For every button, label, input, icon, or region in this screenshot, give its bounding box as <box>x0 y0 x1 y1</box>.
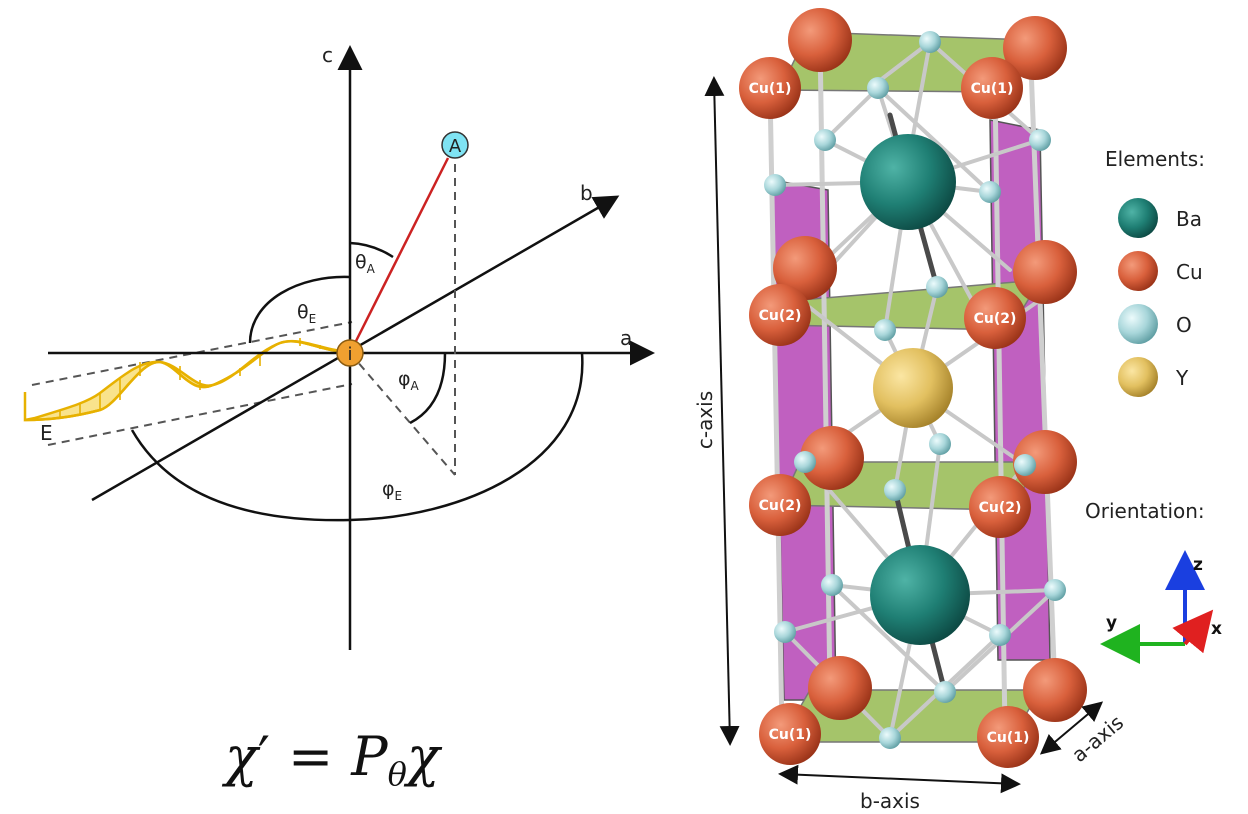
cu2-label-lower-right: Cu(2) <box>979 500 1022 516</box>
ba-atom-upper <box>860 134 956 230</box>
cu1-label-top-left: Cu(1) <box>749 81 792 97</box>
legend-y-label: Y <box>1175 366 1189 390</box>
crystal-structure: Cu(1) Cu(1) Cu(2) Cu(2) Cu(2) Cu(2) Cu(1… <box>693 8 1128 813</box>
elements-legend: Elements: Ba Cu O Y <box>1105 147 1205 397</box>
wave-label: E <box>40 421 53 445</box>
vector-a <box>348 157 450 354</box>
c-axis-dimension-arrow <box>704 76 740 746</box>
legend-cu-label: Cu <box>1176 260 1203 284</box>
orientation-triad: Orientation: z y x <box>1085 499 1222 664</box>
cu1-label-top-right: Cu(1) <box>971 81 1014 97</box>
equation-chi: χ <box>221 725 261 788</box>
cu1-label-bottom-right: Cu(1) <box>987 730 1030 746</box>
ba-atom-lower <box>870 545 970 645</box>
cu1-label-bottom-left: Cu(1) <box>769 727 812 743</box>
projection-lines <box>349 150 456 476</box>
equation-equals: = <box>288 725 333 788</box>
cu2-label-lower-left: Cu(2) <box>759 498 802 514</box>
b-axis-label: b <box>580 181 593 205</box>
phi-a-label: φA <box>398 368 420 393</box>
cu2-label-upper-left: Cu(2) <box>759 308 802 324</box>
b-axis-dimension-label: b-axis <box>860 789 920 813</box>
a-axis-dimension-arrow <box>1039 701 1104 755</box>
theta-e-arc <box>248 275 351 344</box>
phi-e-arc <box>130 352 584 522</box>
equation-p: P <box>350 725 389 788</box>
equation: χ′ = Pθχ <box>221 725 443 793</box>
y-atom <box>873 348 953 428</box>
b-axis-dimension-arrow <box>778 764 1021 794</box>
y-axis-label: y <box>1106 613 1117 633</box>
phi-e-label: φE <box>382 478 402 503</box>
svg-text:χ′=Pθχ: χ′ = Pθχ <box>221 725 443 793</box>
orientation-title: Orientation: <box>1085 499 1205 523</box>
point-a-label: A <box>449 136 462 157</box>
cu-atoms-back <box>773 8 1087 722</box>
origin-marker <box>336 339 364 367</box>
theta-e-label: θE <box>297 301 316 326</box>
a-axis-label: a <box>620 326 632 350</box>
o-atoms <box>764 31 1066 749</box>
cu-atoms-front <box>739 57 1039 768</box>
a-axis-dimension-label: a-axis <box>1067 710 1128 767</box>
cu2-label-upper-right: Cu(2) <box>974 311 1017 327</box>
legend-title: Elements: <box>1105 147 1205 171</box>
c-axis-dimension-label: c-axis <box>693 391 717 449</box>
wave-hatching <box>59 338 321 418</box>
equation-p-subscript: θ <box>388 755 407 793</box>
equation-prime: ′ <box>258 725 270 788</box>
legend-ba-swatch <box>1118 198 1158 238</box>
legend-ba-label: Ba <box>1176 207 1202 231</box>
legend-o-label: O <box>1176 313 1192 337</box>
legend-o-swatch <box>1118 304 1158 344</box>
x-axis-arrow <box>1172 609 1214 654</box>
legend-y-swatch <box>1118 357 1158 397</box>
legend-cu-swatch <box>1118 251 1158 291</box>
point-a-marker <box>441 131 469 159</box>
angle-arcs <box>130 241 584 522</box>
wave-envelope <box>31 321 353 446</box>
z-axis-label: z <box>1193 555 1203 575</box>
coordinate-diagram: A i c b a E θA θE φA φE <box>23 43 655 650</box>
x-axis-label: x <box>1211 619 1222 639</box>
theta-a-label: θA <box>355 251 376 276</box>
c-axis-label: c <box>322 43 333 67</box>
equation-chi-2: χ <box>403 725 443 788</box>
wave-crest-line <box>24 340 351 422</box>
theta-a-arc <box>349 241 394 259</box>
phi-a-arc <box>409 352 447 425</box>
origin-label: i <box>347 344 352 365</box>
